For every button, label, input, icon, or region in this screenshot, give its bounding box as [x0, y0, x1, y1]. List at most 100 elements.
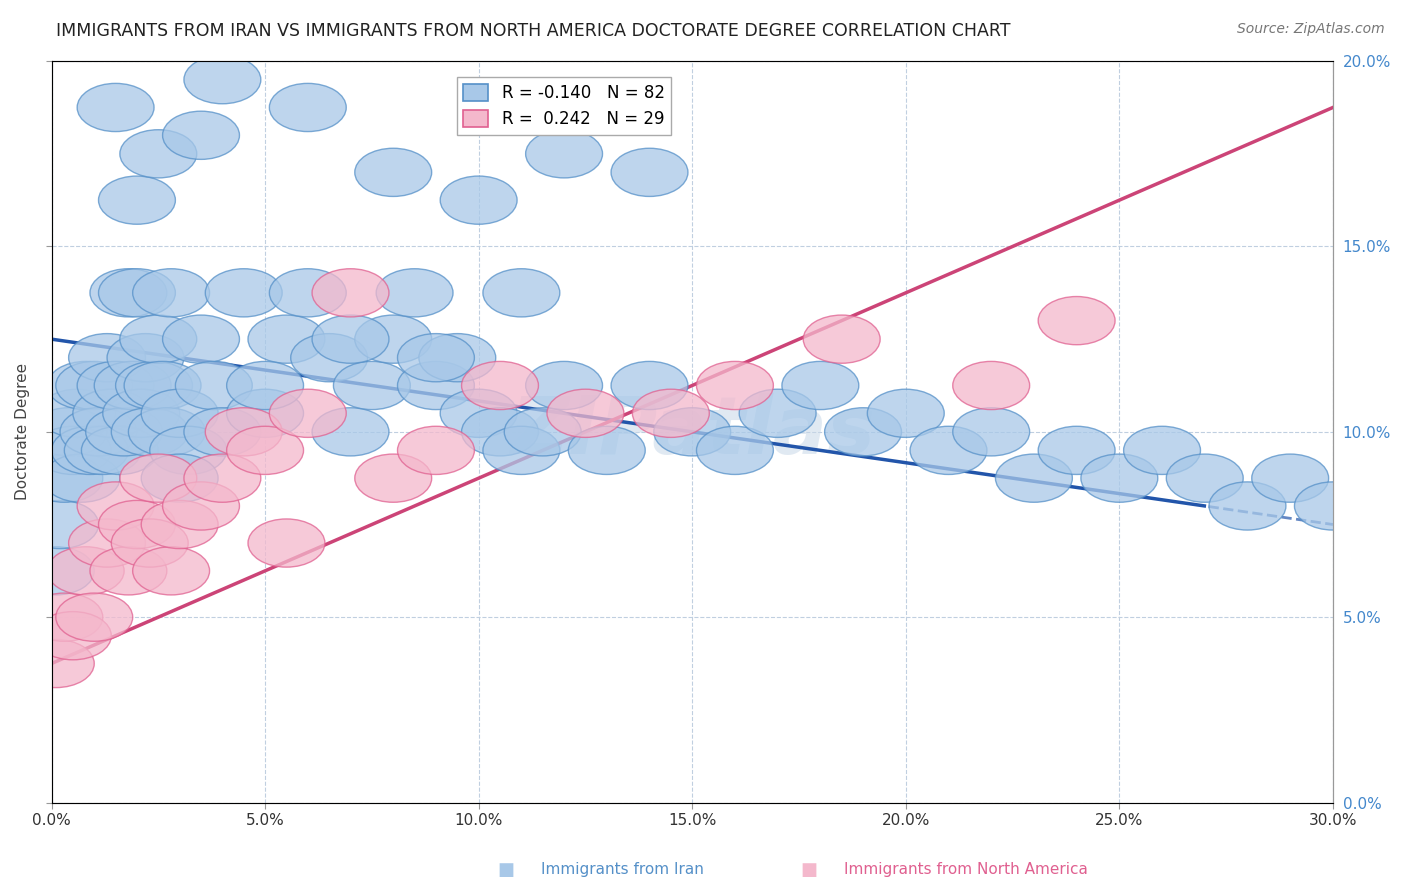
Ellipse shape [103, 389, 180, 437]
Ellipse shape [60, 408, 136, 456]
Ellipse shape [696, 361, 773, 409]
Text: Immigrants from North America: Immigrants from North America [844, 863, 1087, 877]
Ellipse shape [825, 408, 901, 456]
Ellipse shape [25, 593, 103, 641]
Ellipse shape [312, 268, 389, 317]
Ellipse shape [612, 148, 688, 196]
Ellipse shape [141, 500, 218, 549]
Ellipse shape [377, 268, 453, 317]
Ellipse shape [184, 408, 262, 456]
Ellipse shape [419, 334, 496, 382]
Ellipse shape [270, 268, 346, 317]
Ellipse shape [44, 454, 120, 502]
Ellipse shape [910, 426, 987, 475]
Y-axis label: Doctorate Degree: Doctorate Degree [15, 363, 30, 500]
Ellipse shape [176, 361, 252, 409]
Ellipse shape [30, 408, 107, 456]
Ellipse shape [21, 500, 98, 549]
Ellipse shape [90, 547, 167, 595]
Ellipse shape [48, 547, 124, 595]
Ellipse shape [782, 361, 859, 409]
Ellipse shape [184, 454, 262, 502]
Ellipse shape [354, 454, 432, 502]
Ellipse shape [77, 482, 155, 530]
Ellipse shape [94, 361, 172, 409]
Ellipse shape [77, 361, 155, 409]
Ellipse shape [612, 361, 688, 409]
Text: ■: ■ [498, 861, 515, 879]
Ellipse shape [226, 361, 304, 409]
Ellipse shape [526, 361, 603, 409]
Ellipse shape [526, 129, 603, 178]
Text: ZIPatlas: ZIPatlas [510, 392, 875, 471]
Ellipse shape [98, 176, 176, 224]
Ellipse shape [291, 334, 367, 382]
Ellipse shape [1081, 454, 1157, 502]
Text: Immigrants from Iran: Immigrants from Iran [541, 863, 704, 877]
Ellipse shape [482, 426, 560, 475]
Ellipse shape [90, 268, 167, 317]
Ellipse shape [98, 500, 176, 549]
Text: IMMIGRANTS FROM IRAN VS IMMIGRANTS FROM NORTH AMERICA DOCTORATE DEGREE CORRELATI: IMMIGRANTS FROM IRAN VS IMMIGRANTS FROM … [56, 22, 1011, 40]
Ellipse shape [56, 593, 132, 641]
Ellipse shape [953, 361, 1029, 409]
Ellipse shape [98, 268, 176, 317]
Ellipse shape [270, 389, 346, 437]
Ellipse shape [312, 315, 389, 363]
Ellipse shape [505, 408, 581, 456]
Ellipse shape [34, 426, 111, 475]
Ellipse shape [56, 361, 132, 409]
Ellipse shape [696, 426, 773, 475]
Ellipse shape [440, 176, 517, 224]
Ellipse shape [547, 389, 624, 437]
Ellipse shape [333, 361, 411, 409]
Legend: R = -0.140   N = 82, R =  0.242   N = 29: R = -0.140 N = 82, R = 0.242 N = 29 [457, 77, 672, 135]
Ellipse shape [482, 268, 560, 317]
Ellipse shape [132, 547, 209, 595]
Ellipse shape [120, 129, 197, 178]
Ellipse shape [73, 389, 150, 437]
Ellipse shape [740, 389, 815, 437]
Ellipse shape [115, 361, 193, 409]
Ellipse shape [120, 315, 197, 363]
Ellipse shape [77, 83, 155, 132]
Ellipse shape [247, 519, 325, 567]
Ellipse shape [120, 454, 197, 502]
Ellipse shape [398, 426, 474, 475]
Ellipse shape [953, 408, 1029, 456]
Ellipse shape [69, 334, 145, 382]
Ellipse shape [69, 519, 145, 567]
Ellipse shape [461, 408, 538, 456]
Ellipse shape [25, 454, 103, 502]
Ellipse shape [141, 389, 218, 437]
Ellipse shape [568, 426, 645, 475]
Ellipse shape [440, 389, 517, 437]
Ellipse shape [128, 408, 205, 456]
Ellipse shape [65, 426, 141, 475]
Ellipse shape [86, 408, 163, 456]
Ellipse shape [270, 83, 346, 132]
Ellipse shape [111, 408, 188, 456]
Ellipse shape [205, 268, 283, 317]
Ellipse shape [17, 547, 94, 595]
Ellipse shape [34, 612, 111, 660]
Ellipse shape [803, 315, 880, 363]
Ellipse shape [39, 389, 115, 437]
Ellipse shape [17, 640, 94, 688]
Ellipse shape [1209, 482, 1286, 530]
Ellipse shape [868, 389, 945, 437]
Ellipse shape [205, 408, 283, 456]
Ellipse shape [1295, 482, 1371, 530]
Ellipse shape [398, 361, 474, 409]
Ellipse shape [132, 268, 209, 317]
Ellipse shape [1123, 426, 1201, 475]
Ellipse shape [247, 315, 325, 363]
Ellipse shape [654, 408, 731, 456]
Ellipse shape [995, 454, 1073, 502]
Text: Source: ZipAtlas.com: Source: ZipAtlas.com [1237, 22, 1385, 37]
Ellipse shape [1251, 454, 1329, 502]
Text: ■: ■ [800, 861, 817, 879]
Ellipse shape [354, 148, 432, 196]
Ellipse shape [52, 426, 128, 475]
Ellipse shape [163, 315, 239, 363]
